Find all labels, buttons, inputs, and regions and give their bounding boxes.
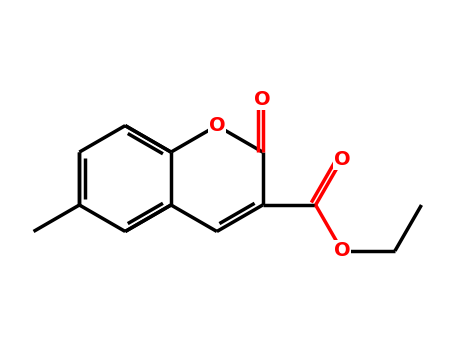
Text: O: O	[208, 116, 225, 135]
Text: O: O	[254, 90, 271, 108]
Text: O: O	[334, 150, 350, 169]
Text: O: O	[334, 241, 350, 260]
